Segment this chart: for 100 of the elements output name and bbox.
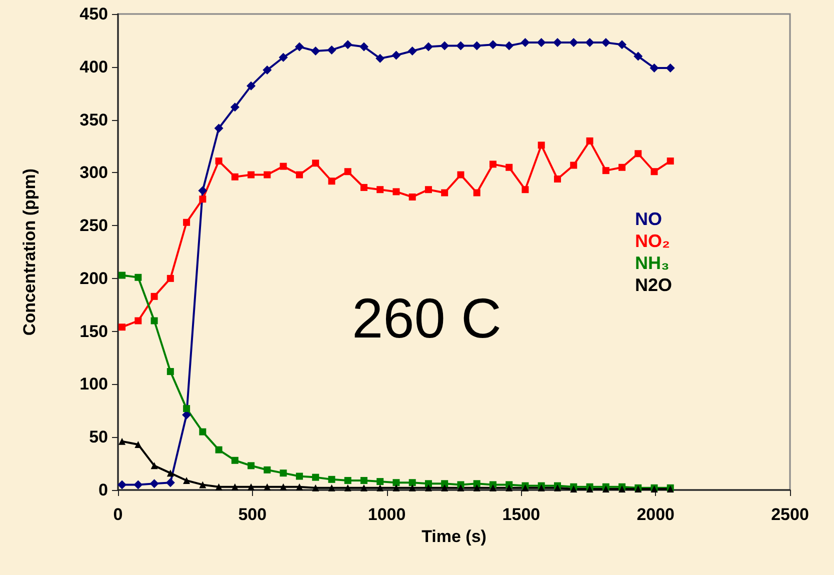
point xyxy=(473,484,480,492)
point xyxy=(408,193,416,200)
point xyxy=(488,40,498,50)
text: NO xyxy=(635,209,662,229)
annotation: 260 C xyxy=(352,286,502,350)
x-tick-label: 2000 xyxy=(636,505,675,524)
point xyxy=(118,324,126,331)
point xyxy=(278,52,288,62)
point xyxy=(198,186,208,196)
point xyxy=(134,441,142,448)
point xyxy=(214,124,224,133)
point xyxy=(506,484,513,492)
point xyxy=(231,173,238,180)
point xyxy=(602,167,610,174)
point xyxy=(166,470,174,477)
point xyxy=(296,171,303,178)
point xyxy=(183,218,190,226)
point xyxy=(166,274,174,282)
point xyxy=(376,484,384,492)
point xyxy=(440,41,450,50)
point xyxy=(231,456,238,464)
point xyxy=(441,480,448,488)
point xyxy=(183,476,190,484)
point xyxy=(294,42,304,52)
point xyxy=(569,38,578,48)
point xyxy=(424,480,432,488)
point xyxy=(424,42,433,52)
point xyxy=(230,102,240,112)
point xyxy=(134,317,142,324)
point xyxy=(360,476,368,484)
point xyxy=(312,160,320,167)
point xyxy=(359,42,368,52)
y-tick-label: 250 xyxy=(80,216,108,236)
point xyxy=(199,196,206,203)
point xyxy=(246,81,256,90)
point xyxy=(215,446,222,454)
point xyxy=(360,484,368,492)
point xyxy=(506,164,513,171)
point xyxy=(456,41,466,50)
point xyxy=(554,176,561,183)
point xyxy=(520,38,530,48)
y-tick-label: 450 xyxy=(80,4,108,24)
point xyxy=(392,50,401,60)
point xyxy=(618,164,626,171)
point xyxy=(441,189,448,196)
point xyxy=(424,484,432,492)
point xyxy=(312,484,320,492)
point xyxy=(392,188,400,196)
y-tick-label: 200 xyxy=(80,268,108,288)
point xyxy=(618,40,626,50)
point xyxy=(328,476,336,483)
point xyxy=(296,472,303,480)
point xyxy=(634,52,643,61)
point xyxy=(344,484,352,492)
point xyxy=(118,438,126,445)
point xyxy=(248,462,255,470)
x-tick-label: 2500 xyxy=(771,505,809,524)
point xyxy=(264,466,271,474)
point xyxy=(344,168,352,176)
point xyxy=(183,405,190,412)
point xyxy=(344,476,352,484)
point xyxy=(473,189,480,196)
point xyxy=(199,428,206,436)
point xyxy=(248,483,255,490)
point xyxy=(392,479,400,486)
point xyxy=(585,38,594,48)
point xyxy=(408,479,416,486)
point xyxy=(376,478,384,486)
point xyxy=(327,45,336,54)
point xyxy=(441,484,448,492)
point xyxy=(570,162,578,169)
point xyxy=(424,186,432,194)
point xyxy=(586,137,594,144)
y-tick-label: 150 xyxy=(80,322,108,341)
point xyxy=(215,483,222,490)
point xyxy=(489,484,496,492)
point xyxy=(248,171,255,178)
point xyxy=(150,317,158,324)
point xyxy=(134,480,143,490)
point xyxy=(150,292,158,300)
text: NO₂ xyxy=(635,231,670,251)
point xyxy=(522,186,529,194)
text: N2O xyxy=(635,275,672,295)
point xyxy=(280,483,287,490)
point xyxy=(634,150,642,158)
point xyxy=(650,63,659,72)
point xyxy=(536,38,546,48)
y-tick-label: 0 xyxy=(98,480,108,500)
point xyxy=(489,160,496,168)
point xyxy=(343,40,352,50)
point xyxy=(280,470,287,477)
point xyxy=(311,46,320,56)
x-axis-title: Time (s) xyxy=(422,526,486,546)
point xyxy=(231,483,238,490)
point xyxy=(408,46,417,56)
point xyxy=(392,484,400,492)
point xyxy=(150,462,158,470)
point xyxy=(328,178,336,185)
point xyxy=(650,168,658,176)
x-tick-label: 1500 xyxy=(502,505,540,524)
